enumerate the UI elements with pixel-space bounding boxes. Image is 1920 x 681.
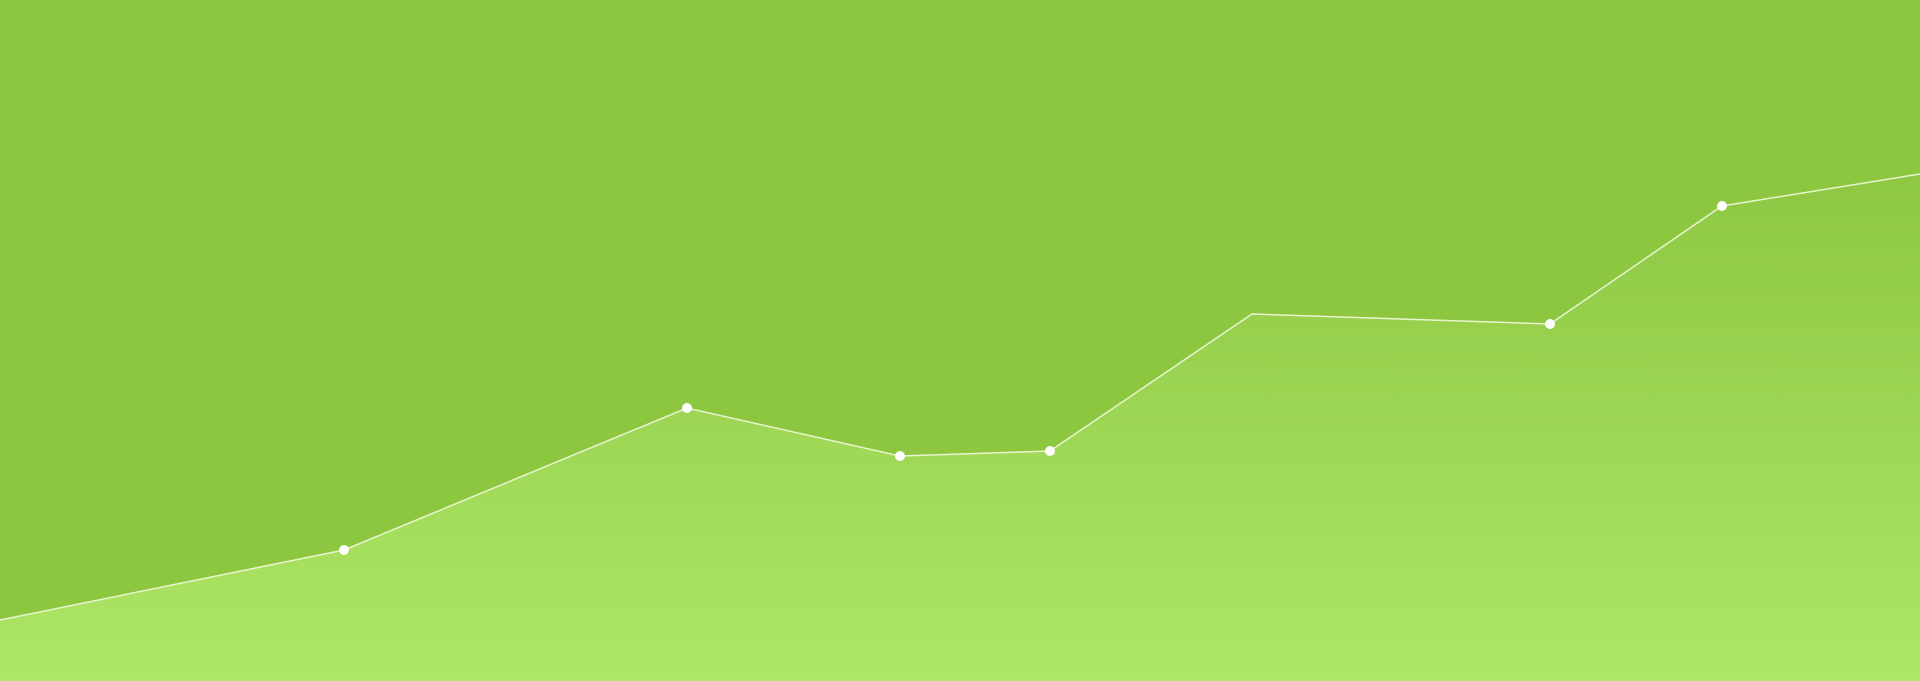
- series-area: [0, 174, 1920, 681]
- data-point-marker: [1545, 319, 1555, 329]
- data-point-marker: [895, 451, 905, 461]
- data-point-marker: [1717, 201, 1727, 211]
- data-point-marker: [1045, 446, 1055, 456]
- data-point-marker: [339, 545, 349, 555]
- data-point-marker: [682, 403, 692, 413]
- series-markers: [339, 201, 1727, 555]
